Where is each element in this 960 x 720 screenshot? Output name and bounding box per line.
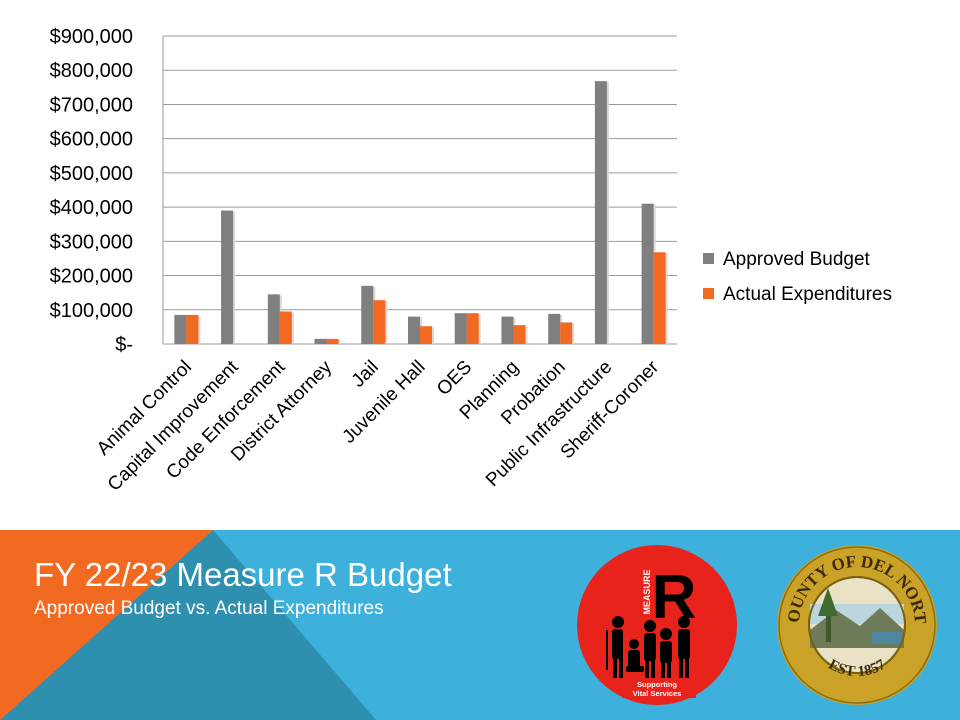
y-tick-label: $900,000 (50, 26, 133, 48)
slide-subtitle: Approved Budget vs. Actual Expenditures (34, 598, 384, 619)
y-tick-label: $800,000 (50, 60, 133, 82)
bar-actual-expenditures (326, 338, 339, 344)
orange-triangle (0, 530, 213, 720)
logo-caption-bg (622, 678, 696, 698)
bar-actual-expenditures (653, 252, 666, 344)
y-tick-label: $300,000 (50, 231, 133, 253)
bar-approved-budget (641, 203, 654, 344)
bar-actual-expenditures (420, 326, 432, 344)
logo-measure-word: MEASURE (642, 569, 652, 614)
legend: Approved Budget Actual Expenditures (703, 249, 892, 305)
title-band: FY 22/23 Measure R Budget Approved Budge… (0, 530, 960, 720)
measure-r-logo: R MEASURE Supporting Vital Servic (577, 545, 737, 705)
bar-approved-budget (408, 316, 420, 344)
bar-approved-budget (314, 338, 327, 344)
bar-actual-expenditures (186, 314, 199, 344)
legend-swatch (703, 288, 714, 299)
legend-label: Actual Expenditures (723, 284, 892, 305)
bar-actual-expenditures (373, 300, 386, 344)
y-tick-label: $400,000 (50, 197, 133, 219)
y-tick-label: $700,000 (50, 94, 133, 116)
bar-approved-budget (548, 313, 561, 344)
y-tick-label: $200,000 (50, 266, 133, 288)
logo-caption-line1: Supporting (637, 680, 677, 689)
seal-water (872, 632, 902, 644)
bar-approved-budget (454, 313, 467, 344)
bar-actual-expenditures (513, 325, 526, 344)
gridlines (162, 35, 677, 345)
legend-swatch (703, 253, 714, 264)
bar-actual-expenditures (560, 322, 573, 344)
bar-actual-expenditures (466, 313, 479, 344)
bar-chart: $- $100,000 $200,000 $300,000 $400,000 $500,0… (50, 26, 892, 495)
bar-actual-expenditures (279, 311, 292, 344)
legend-label: Approved Budget (723, 249, 871, 270)
bar-approved-budget (501, 316, 514, 344)
x-tick-label: Jail (348, 357, 383, 392)
seal-tree-icon (826, 602, 831, 642)
footer-shapes (0, 530, 376, 720)
x-tick-label: Juvenile Hall (339, 357, 430, 448)
workers-silhouette-icon (606, 616, 690, 679)
bar-approved-budget (594, 81, 607, 344)
x-tick-label: OES (433, 357, 476, 400)
bar-approved-budget (361, 285, 374, 344)
bars (174, 81, 668, 344)
y-axis-ticks: $- $100,000 $200,000 $300,000 $400,000 $500,0… (50, 26, 133, 356)
y-tick-label: $100,000 (50, 300, 133, 322)
bar-approved-budget (267, 294, 280, 344)
y-tick-label: $500,000 (50, 163, 133, 185)
logo-caption-line2: Vital Services (633, 689, 682, 698)
bar-approved-budget (221, 210, 234, 344)
bar-approved-budget (174, 314, 187, 344)
slide-title: FY 22/23 Measure R Budget (34, 556, 452, 593)
y-tick-label: $600,000 (50, 129, 133, 151)
y-tick-label: $- (115, 334, 133, 356)
